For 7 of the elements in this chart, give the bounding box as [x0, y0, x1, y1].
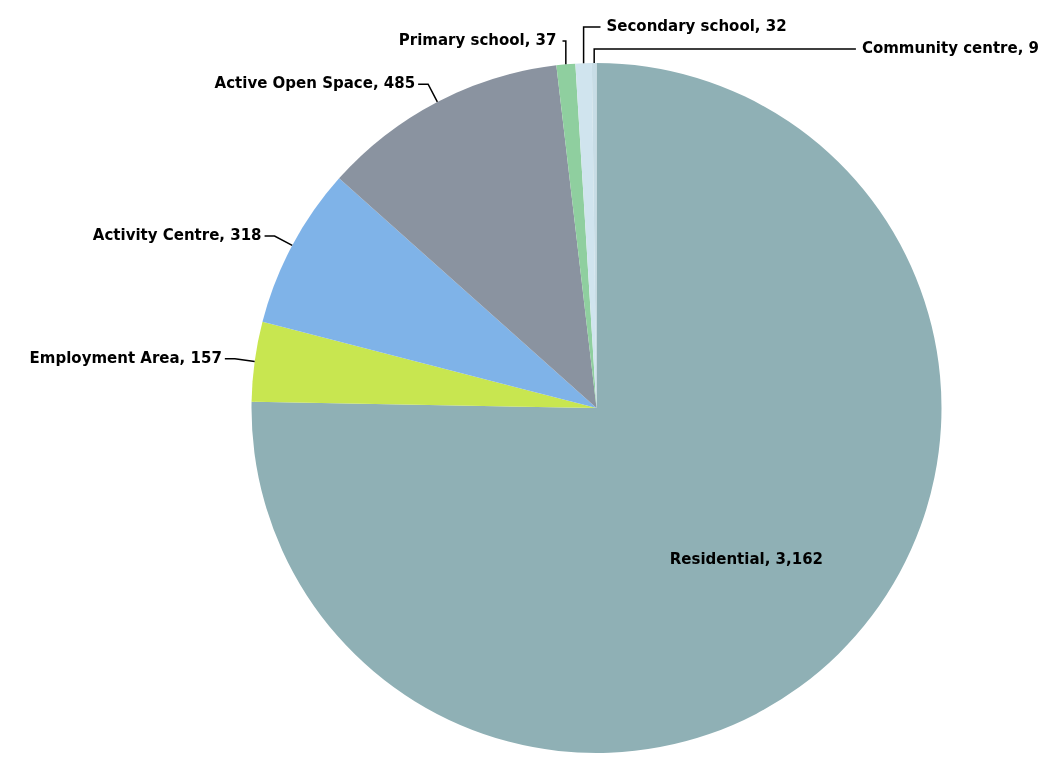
- slice-label: Activity Centre, 318: [92, 225, 262, 244]
- slice-label: Community centre, 9: [861, 38, 1040, 57]
- slice-label: Employment Area, 157: [29, 348, 222, 367]
- slice-label: Residential, 3,162: [669, 550, 824, 569]
- slice-label: Secondary school, 32: [606, 16, 787, 35]
- slice-label: Primary school, 37: [398, 30, 557, 49]
- slice-label: Active Open Space, 485: [214, 74, 416, 93]
